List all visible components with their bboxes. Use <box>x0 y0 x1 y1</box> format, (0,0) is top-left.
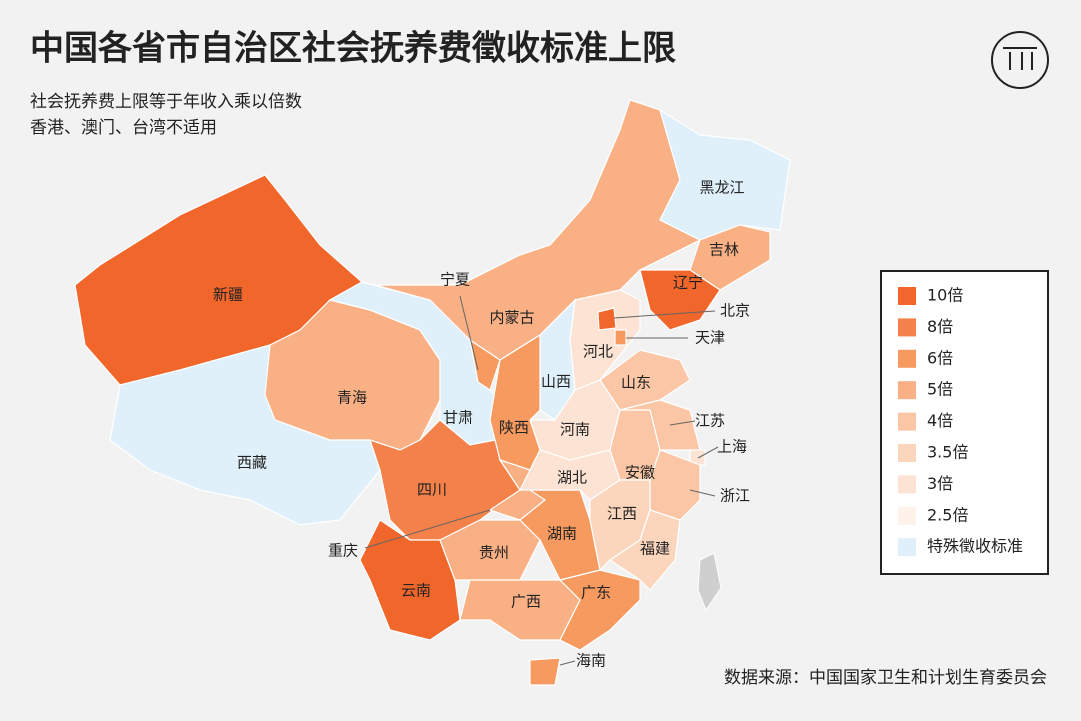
province-label: 四川 <box>417 481 447 499</box>
legend-swatch <box>898 349 916 368</box>
legend-swatch <box>898 318 916 337</box>
province-label: 西藏 <box>237 454 267 472</box>
province-label: 山东 <box>621 374 651 392</box>
province-label: 江苏 <box>695 412 725 430</box>
leader-line <box>689 489 716 497</box>
subtitle: 香港、澳门、台湾不适用 <box>30 118 217 138</box>
province-shape <box>608 509 681 591</box>
province-label: 上海 <box>717 438 747 456</box>
province-shape <box>359 519 461 641</box>
legend-label: 5倍 <box>927 380 953 399</box>
province-shape <box>558 569 641 651</box>
taiwan-shape <box>697 552 722 612</box>
legend-swatch <box>898 287 916 305</box>
province-label: 天津 <box>695 329 725 347</box>
leader-line <box>669 420 696 426</box>
legend-swatch <box>898 381 916 400</box>
province-label: 甘肃 <box>443 409 473 427</box>
province-label: 江西 <box>607 505 637 523</box>
province-shape <box>597 307 617 331</box>
legend-label: 10倍 <box>927 286 963 305</box>
province-label: 广西 <box>511 593 541 611</box>
province-label: 宁夏 <box>440 271 470 289</box>
legend-label: 特殊徵收标准 <box>927 537 1023 556</box>
province-label: 广东 <box>581 584 611 602</box>
province-label: 山西 <box>541 373 571 391</box>
title: 中国各省市自治区社会抚养费徵收标准上限 <box>30 29 676 69</box>
province-shape <box>614 329 627 346</box>
legend-swatch <box>898 444 916 462</box>
province-label: 重庆 <box>328 542 358 560</box>
province-shape <box>439 519 541 581</box>
province-label: 贵州 <box>479 544 509 562</box>
legend-swatch <box>898 538 916 557</box>
legend-label: 8倍 <box>927 317 953 336</box>
leader-line <box>459 295 479 371</box>
province-label: 北京 <box>720 302 750 320</box>
province-label: 黑龙江 <box>699 179 744 197</box>
legend-swatch <box>898 475 916 494</box>
province-label: 湖北 <box>557 469 587 487</box>
province-shape <box>469 338 501 391</box>
leader-line <box>613 310 716 319</box>
province-label: 安徽 <box>625 464 655 482</box>
logo <box>991 31 1049 89</box>
province-label: 河南 <box>560 421 590 439</box>
leader-line <box>697 446 719 459</box>
province-label: 云南 <box>401 582 431 600</box>
province-shape <box>519 489 601 581</box>
legend-swatch <box>898 412 916 431</box>
province-shape <box>689 449 706 466</box>
leader-line <box>364 509 491 549</box>
province-label: 内蒙古 <box>489 309 534 327</box>
legend-label: 3倍 <box>927 474 953 493</box>
province-label: 青海 <box>337 389 367 407</box>
province-shape <box>658 108 791 241</box>
legend-label: 3.5倍 <box>927 443 968 462</box>
province-shape <box>529 657 561 686</box>
province-label: 湖南 <box>547 525 577 543</box>
province-label: 海南 <box>576 652 606 670</box>
province-label: 福建 <box>640 540 670 558</box>
province-label: 浙江 <box>720 487 750 505</box>
leader-line <box>559 660 576 666</box>
legend-label: 2.5倍 <box>927 505 968 524</box>
province-label: 辽宁 <box>673 274 703 292</box>
province-label: 河北 <box>583 343 613 361</box>
province-label: 吉林 <box>709 241 739 259</box>
legend-swatch <box>898 506 916 525</box>
legend-label: 6倍 <box>927 348 953 367</box>
legend-label: 4倍 <box>927 411 953 430</box>
source: 数据来源：中国国家卫生和计划生育委员会 <box>724 668 1047 688</box>
province-label: 新疆 <box>213 286 243 304</box>
province-label: 陕西 <box>499 419 529 437</box>
subtitle: 社会抚养费上限等于年收入乘以倍数 <box>30 92 302 112</box>
